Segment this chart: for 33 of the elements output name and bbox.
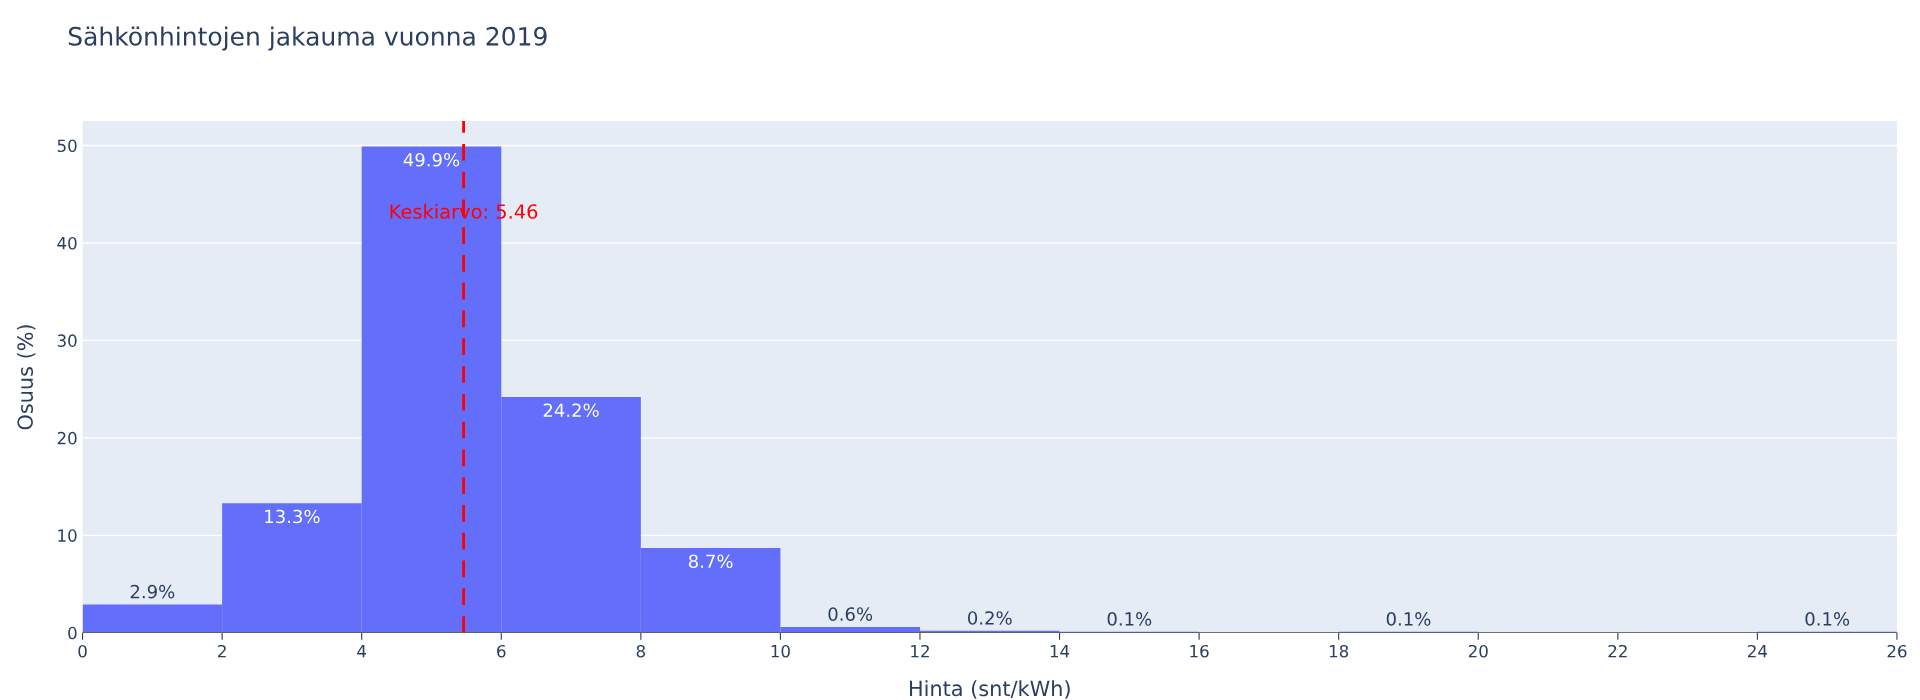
data-label: 0.2% — [968, 611, 1012, 625]
x-tick-label: 4 — [357, 645, 367, 658]
data-label: 8.7% — [688, 554, 733, 569]
y-tick-label: 0 — [68, 626, 77, 640]
x-tick-label: 2 — [218, 644, 226, 658]
x-tick-label: 22 — [1608, 644, 1627, 658]
data-label: 49.9% — [403, 152, 460, 167]
x-tick-label: 0 — [78, 644, 87, 658]
x-tick-label: 16 — [1190, 644, 1209, 658]
x-tick-label: 10 — [771, 644, 790, 658]
data-label: 24.2% — [543, 403, 599, 418]
x-tick-label: 8 — [636, 644, 645, 658]
chart-title: Sähkönhintojen jakauma vuonna 2019 — [68, 26, 547, 51]
x-tick-label: 12 — [911, 644, 929, 658]
x-tick-label: 6 — [497, 644, 506, 658]
data-label: 2.9% — [130, 584, 175, 599]
y-tick-label: 50 — [57, 139, 77, 153]
y-tick-label: 40 — [57, 236, 77, 250]
data-label: 13.3% — [265, 509, 320, 524]
y-tick-label: 20 — [57, 431, 77, 445]
x-tick-label: 18 — [1329, 644, 1349, 658]
y-tick-label: 30 — [57, 334, 77, 347]
data-label: 0.1% — [1386, 612, 1431, 626]
x-axis-title: Hinta (snt/kWh) — [910, 680, 1070, 699]
data-label: 0.6% — [828, 607, 873, 621]
x-tick-label: 24 — [1748, 644, 1768, 658]
x-tick-label: 26 — [1887, 644, 1907, 658]
data-label: 0.1% — [1805, 612, 1850, 626]
y-axis-title: Osuus (%) — [16, 325, 36, 430]
data-label: 0.1% — [1107, 612, 1152, 626]
x-tick-label: 20 — [1468, 644, 1488, 658]
x-tick-label: 14 — [1050, 645, 1070, 658]
y-tick-label: 10 — [58, 529, 77, 542]
